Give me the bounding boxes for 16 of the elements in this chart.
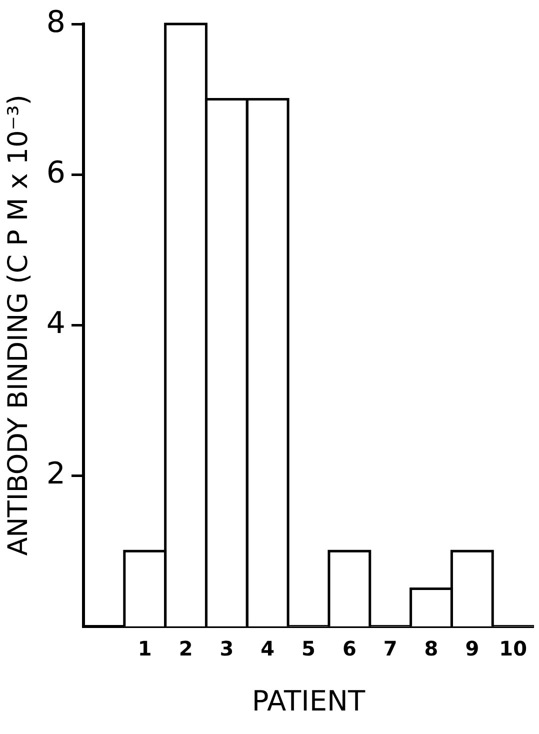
x-tick-label: 7 <box>383 636 398 661</box>
y-tick-label: 2 <box>46 456 66 492</box>
x-tick-label: 3 <box>220 636 234 661</box>
x-tick-label: 9 <box>465 636 480 661</box>
y-tick-label: 4 <box>46 306 66 341</box>
x-tick-label: 8 <box>424 636 438 661</box>
y-tick-label: 6 <box>46 155 66 190</box>
x-tick-label: 10 <box>499 636 528 661</box>
x-axis-title: PATIENT <box>252 684 366 718</box>
x-tick-label: 4 <box>260 636 275 661</box>
x-tick-label: 2 <box>178 636 193 661</box>
x-tick-label: 1 <box>138 636 152 661</box>
y-axis-title: ANTIBODY BINDING (C P M x 10⁻³) <box>3 94 34 556</box>
y-tick-label: 8 <box>46 4 66 40</box>
x-tick-label: 5 <box>302 636 316 661</box>
x-tick-label: 6 <box>342 636 356 661</box>
